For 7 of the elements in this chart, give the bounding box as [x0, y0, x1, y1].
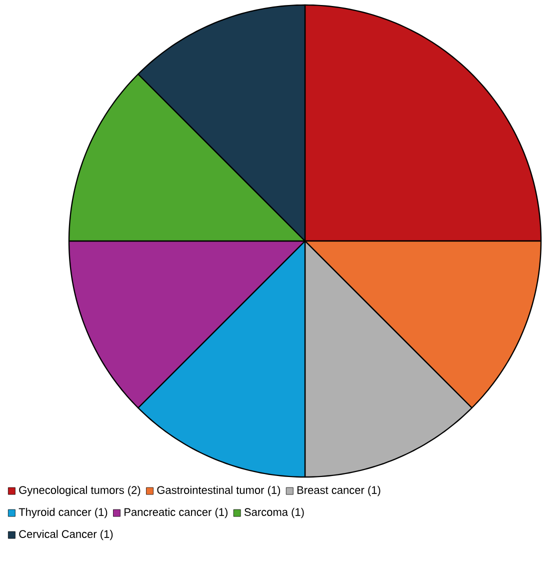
legend-label: Cervical Cancer (1) — [19, 530, 113, 540]
legend-label: Breast cancer (1) — [297, 486, 380, 496]
legend-label: Gastrointestinal tumor (1) — [157, 486, 280, 496]
legend-label: Sarcoma (1) — [244, 508, 304, 518]
legend-label: Gynecological tumors (2) — [19, 486, 140, 496]
legend-label: Pancreatic cancer (1) — [124, 508, 228, 518]
legend-label: Thyroid cancer (1) — [18, 508, 108, 518]
